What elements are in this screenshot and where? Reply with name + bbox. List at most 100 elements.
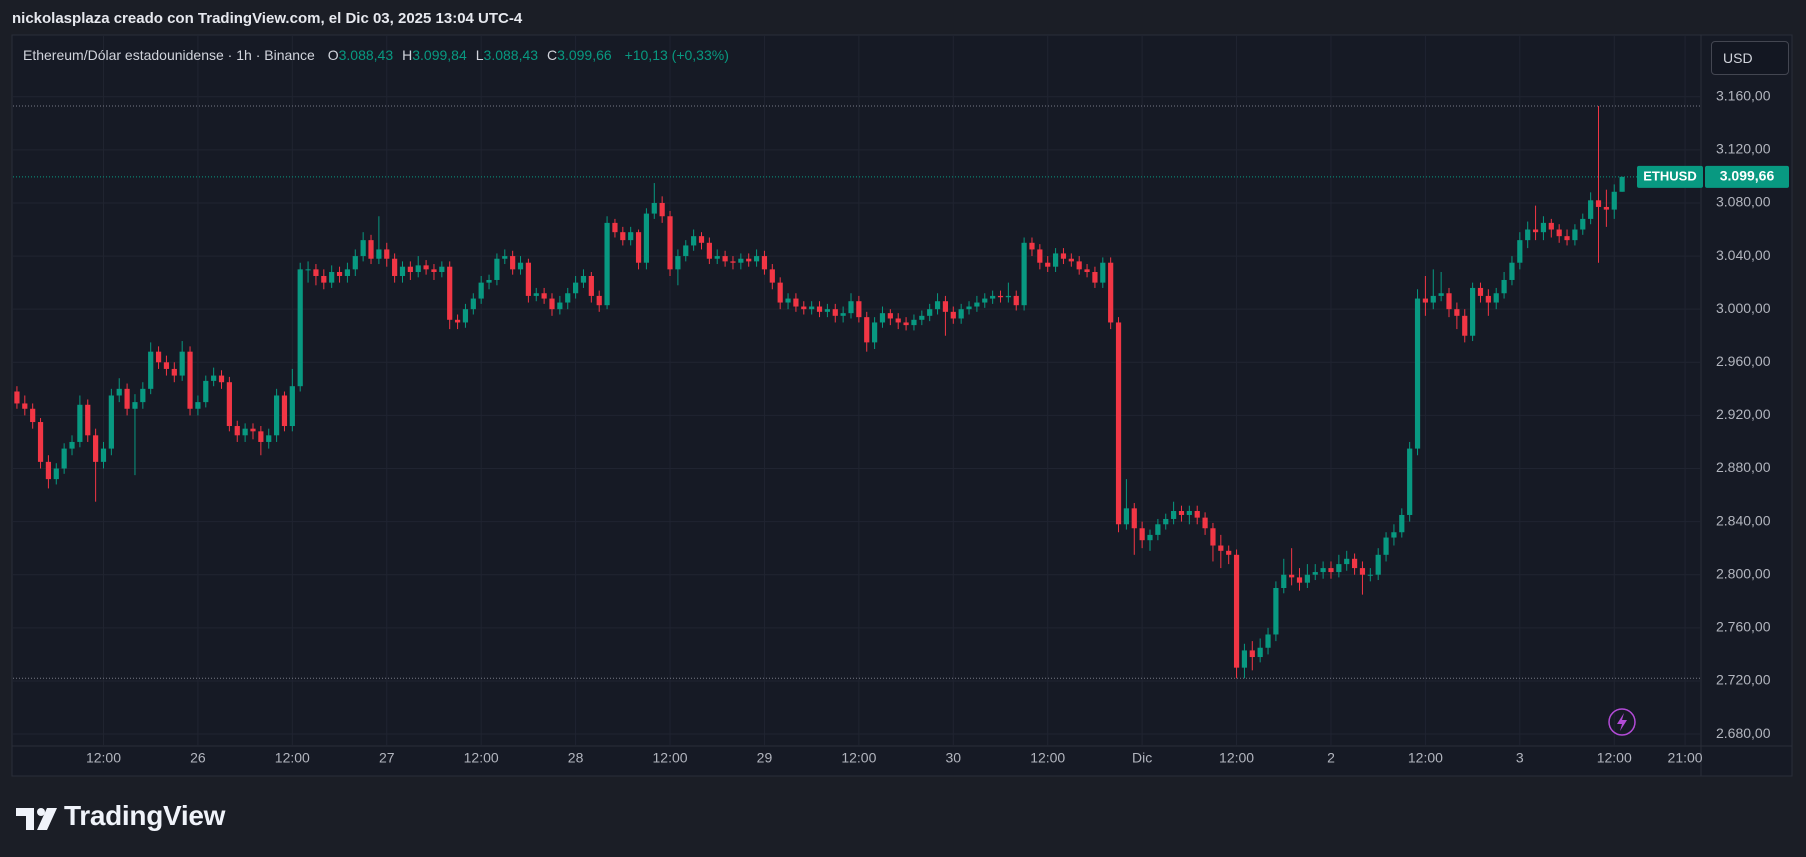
candle-body (1021, 242, 1027, 306)
candle-body (494, 258, 500, 280)
candle-body (281, 395, 288, 427)
candle-body (399, 266, 406, 276)
candle-body (793, 298, 799, 307)
candle-body (1249, 650, 1255, 658)
candle-body (69, 441, 75, 449)
candle-body (218, 375, 225, 383)
y-tick-label: 3.040,00 (1716, 247, 1771, 263)
candle-body (1611, 191, 1617, 210)
candle-body (297, 269, 303, 387)
candle-body (565, 293, 571, 303)
candle-body (517, 262, 524, 270)
x-tick-label: 28 (568, 750, 584, 766)
candle-body (1296, 577, 1303, 583)
candle-body (234, 426, 240, 436)
y-tick-label: 2.760,00 (1716, 619, 1771, 635)
candle-body (1320, 568, 1326, 573)
candle-body (1572, 229, 1578, 241)
y-tick-label: 2.920,00 (1716, 406, 1771, 422)
candle-body (321, 275, 327, 283)
chart-frame (11, 34, 1793, 777)
candle-body (30, 408, 36, 423)
candle-body (1517, 240, 1523, 263)
x-tick-label: 12:00 (275, 750, 310, 766)
candle-body (620, 232, 626, 241)
candle-body (171, 368, 177, 376)
y-tick-label: 3.080,00 (1716, 194, 1771, 210)
candle-body (1540, 222, 1547, 233)
candle-body (1218, 545, 1224, 551)
candle-body (903, 322, 909, 326)
candle-body (1407, 448, 1413, 515)
candle-body (840, 313, 846, 316)
candle-body (1155, 524, 1161, 535)
candle-body (1139, 528, 1145, 541)
candle-body (856, 301, 862, 318)
legend: Ethereum/Dólar estadounidense · 1h · Bin… (23, 47, 729, 63)
x-tick-label: 12:00 (841, 750, 876, 766)
candle-body (1163, 518, 1169, 525)
candle-body (809, 306, 815, 310)
candle-body (1226, 550, 1232, 555)
x-tick-label: 21:00 (1668, 750, 1703, 766)
candle-body (1265, 634, 1271, 648)
candle-body (93, 435, 99, 462)
candle-body (1422, 298, 1429, 303)
candle-body (368, 240, 374, 259)
candle-body (730, 261, 736, 263)
candle-body (612, 222, 618, 233)
candle-body (872, 322, 878, 343)
x-tick-label: 30 (946, 750, 962, 766)
currency-button[interactable]: USD (1711, 41, 1789, 75)
candle-body (1100, 262, 1106, 283)
candle-body (533, 293, 539, 296)
candle-body (116, 388, 122, 396)
candle-body (1485, 295, 1491, 303)
candle-body (1115, 322, 1122, 525)
candle-body (588, 275, 594, 296)
candle-body (1233, 554, 1240, 668)
candle-body (934, 301, 941, 310)
candle-body (942, 301, 949, 312)
candle-body (415, 265, 421, 273)
candle-body (832, 309, 838, 316)
candle-body (966, 306, 972, 310)
candle-body (1399, 514, 1405, 533)
alert-icon[interactable] (1608, 708, 1636, 736)
candle-body (982, 298, 988, 303)
candle-body (1351, 558, 1358, 569)
candle-body (250, 428, 256, 432)
candle-body (502, 256, 508, 259)
candle-body (61, 448, 67, 469)
legend-value: 3.088,43 (483, 47, 539, 63)
candle-body (392, 258, 398, 276)
candle-body (911, 319, 917, 326)
legend-value: 3.099,66 (557, 47, 612, 63)
candle-body (423, 265, 429, 270)
candle-body (1052, 253, 1059, 267)
candle-body (1241, 650, 1248, 668)
candle-body (919, 315, 925, 320)
candle-body (1580, 218, 1586, 230)
candle-body (45, 461, 52, 480)
candle-body (1375, 554, 1381, 575)
overlay: 2.680,00 2.720,00 2.760,00 2.800,00 2.840,00… (13, 87, 1789, 766)
x-tick-label: 26 (190, 750, 206, 766)
y-tick-label: 2.800,00 (1716, 565, 1771, 581)
legend-label: C (547, 47, 558, 63)
candle-body (1045, 262, 1051, 267)
candle-body (628, 232, 634, 241)
legend-label: H (402, 47, 413, 63)
candle-body (352, 256, 358, 270)
candle-body (997, 295, 1004, 298)
x-tick-label: 12:00 (464, 750, 499, 766)
candle-body (1289, 574, 1295, 578)
x-tick-label: 27 (379, 750, 395, 766)
candle-body (659, 202, 665, 217)
x-tick-label: 12:00 (1408, 750, 1443, 766)
candle-body (1438, 293, 1444, 296)
y-tick-label: 2.880,00 (1716, 459, 1771, 475)
candle-body (1619, 176, 1625, 192)
candle-body (604, 222, 610, 306)
